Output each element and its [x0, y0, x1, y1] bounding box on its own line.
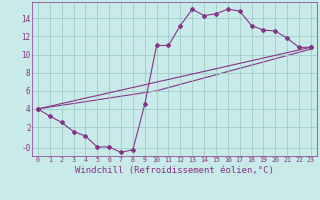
- X-axis label: Windchill (Refroidissement éolien,°C): Windchill (Refroidissement éolien,°C): [75, 166, 274, 175]
